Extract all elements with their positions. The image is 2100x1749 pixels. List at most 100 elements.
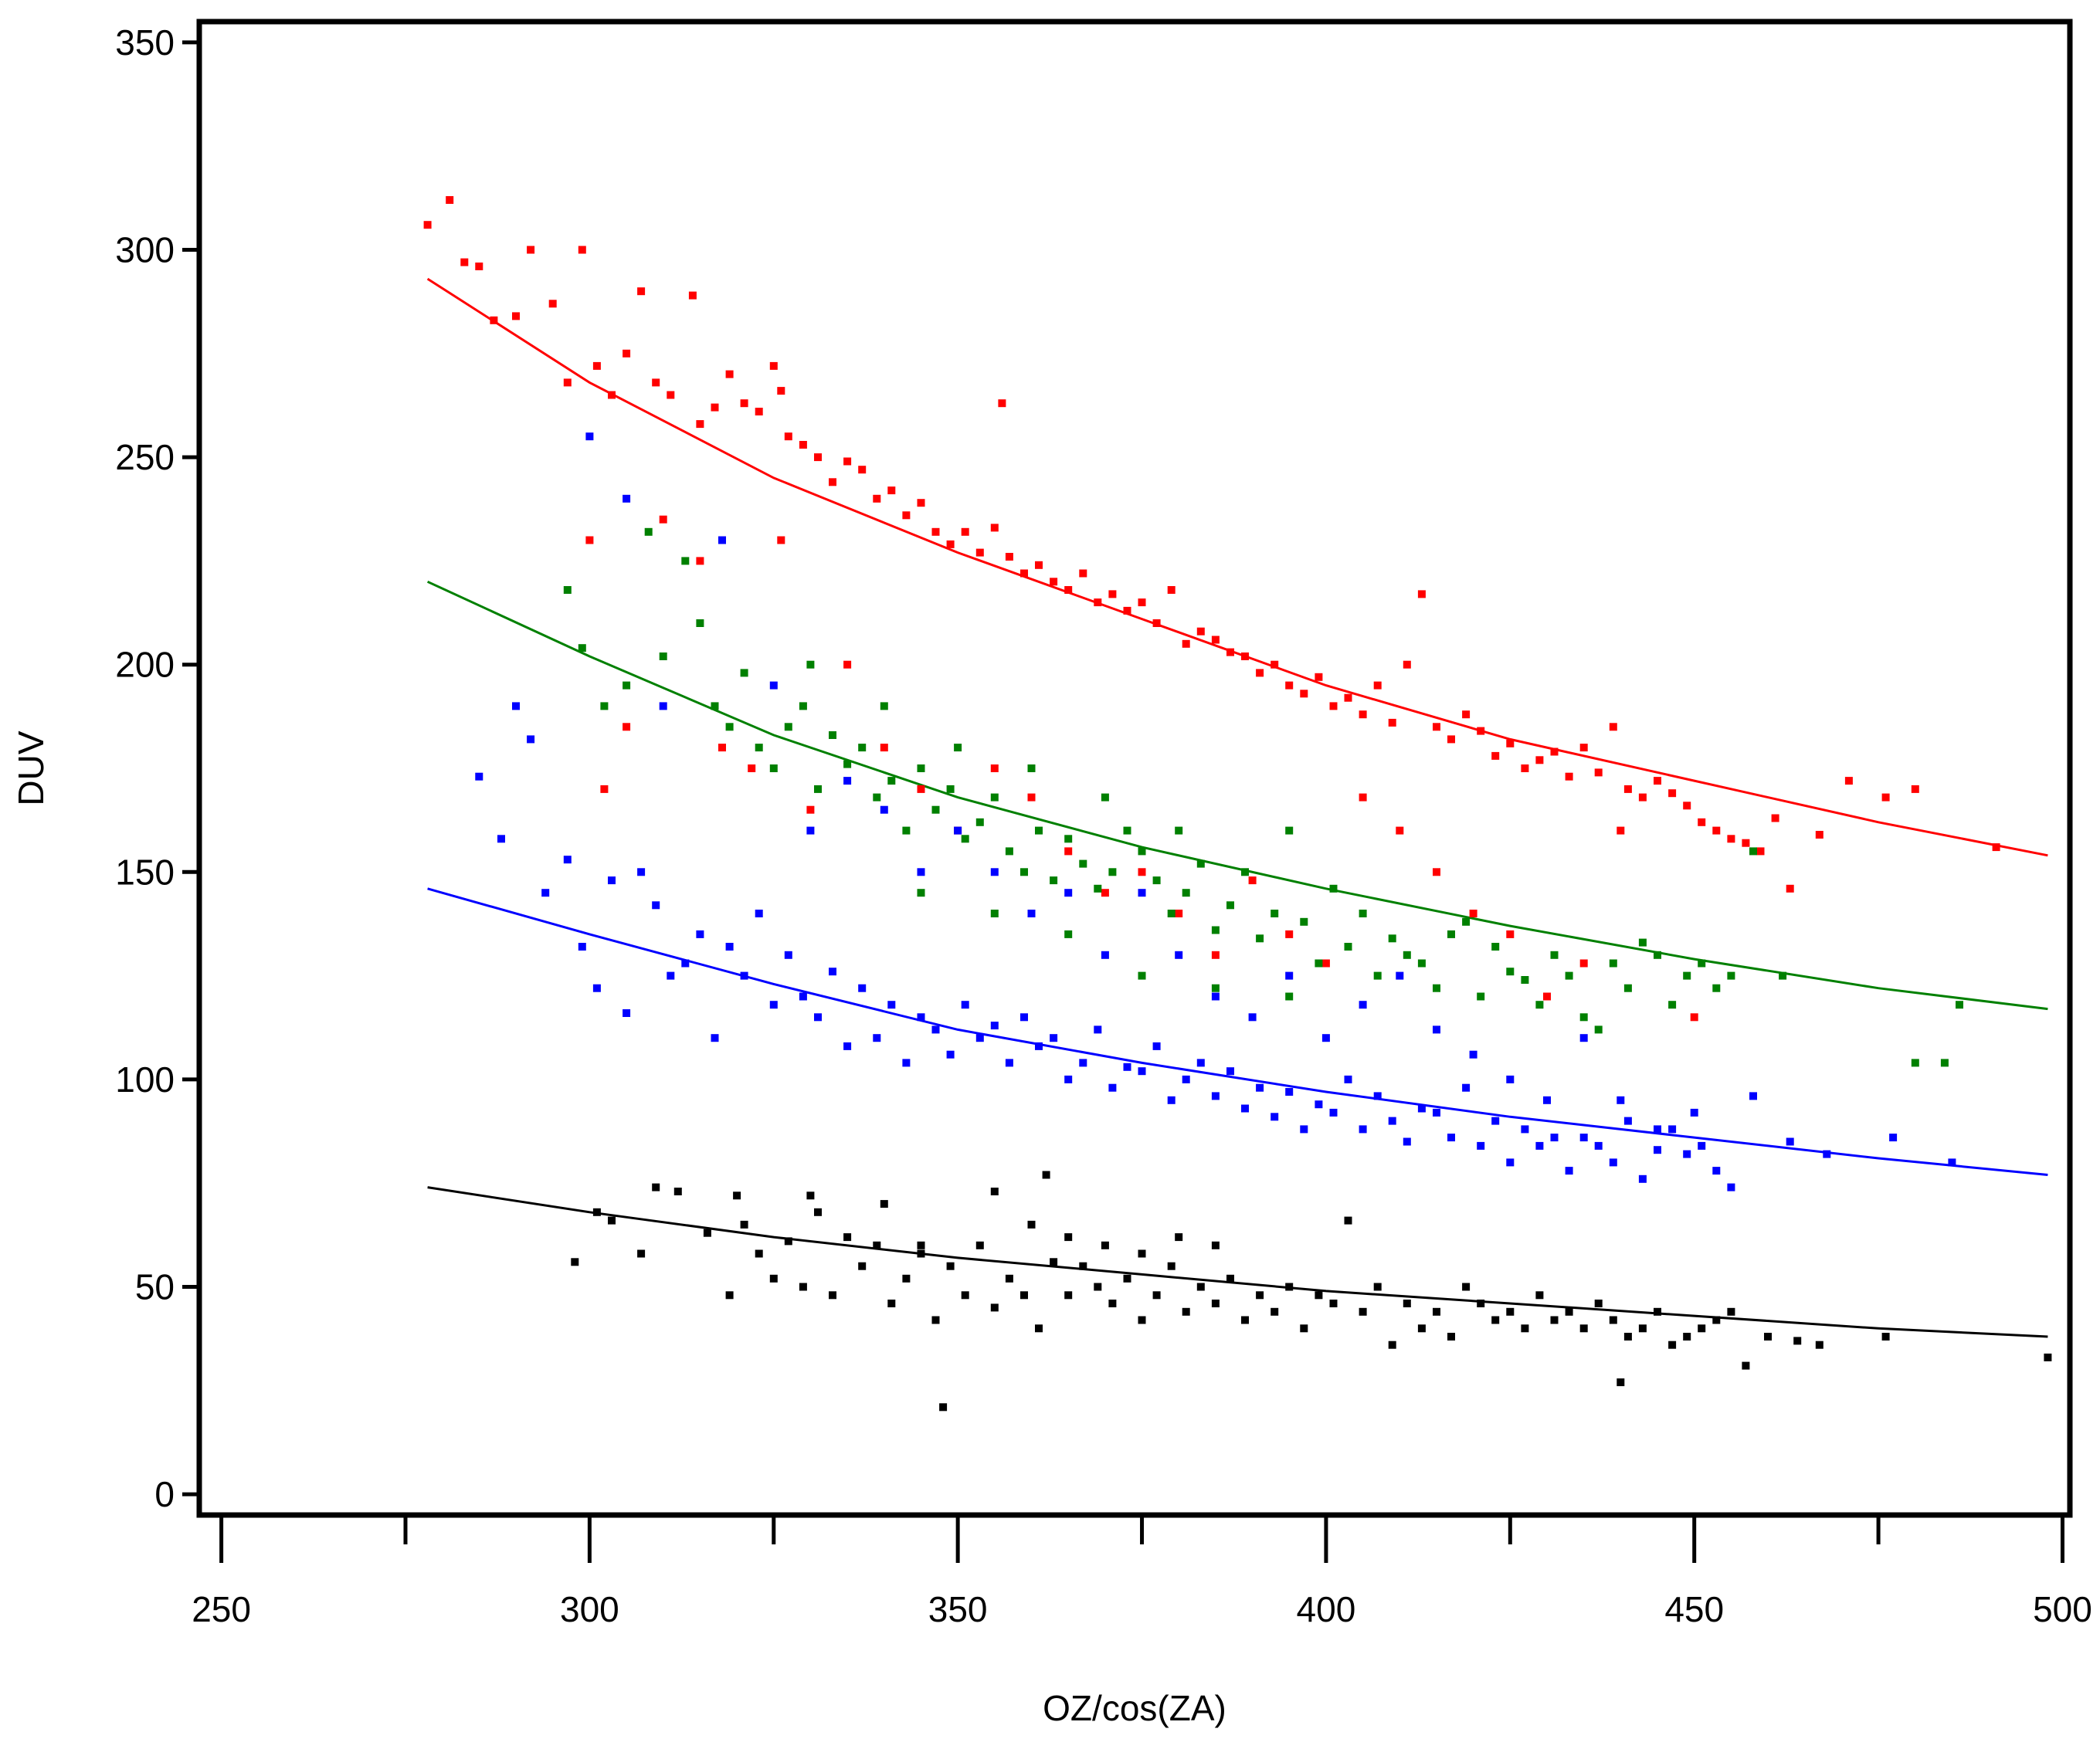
data-point-2 bbox=[1182, 1075, 1190, 1083]
data-point-2 bbox=[1256, 1083, 1264, 1092]
data-point-0 bbox=[1359, 793, 1367, 802]
data-point-3 bbox=[814, 1208, 822, 1216]
data-point-2 bbox=[1609, 1158, 1617, 1167]
data-point-1 bbox=[1050, 876, 1058, 885]
data-point-2 bbox=[696, 930, 704, 938]
data-point-2 bbox=[946, 1050, 955, 1059]
data-point-3 bbox=[784, 1237, 792, 1246]
data-point-3 bbox=[1535, 1291, 1544, 1300]
data-point-1 bbox=[1447, 930, 1455, 938]
data-point-1 bbox=[1359, 910, 1367, 917]
data-point-3 bbox=[1609, 1316, 1617, 1324]
data-point-2 bbox=[990, 868, 999, 876]
data-point-2 bbox=[1506, 1158, 1515, 1167]
data-point-0 bbox=[1226, 648, 1234, 656]
data-point-1 bbox=[1779, 971, 1787, 980]
data-point-0 bbox=[748, 764, 756, 772]
data-point-0 bbox=[475, 263, 483, 270]
data-point-2 bbox=[667, 971, 675, 980]
data-point-3 bbox=[1373, 1283, 1382, 1291]
data-point-2 bbox=[1543, 1096, 1551, 1104]
data-point-2 bbox=[873, 1034, 881, 1042]
data-point-3 bbox=[887, 1300, 896, 1307]
data-point-2 bbox=[1175, 951, 1183, 959]
data-point-3 bbox=[1359, 1307, 1367, 1316]
data-point-3 bbox=[1300, 1324, 1308, 1333]
data-point-2 bbox=[1469, 1050, 1477, 1059]
data-point-2 bbox=[1344, 1075, 1352, 1083]
data-point-3 bbox=[1727, 1307, 1735, 1316]
data-point-2 bbox=[1823, 1150, 1831, 1158]
axes: 0 50 100 150 200 250 300 350 250 300 350 400 450 500 bbox=[115, 22, 2092, 1629]
data-point-1 bbox=[1609, 959, 1617, 968]
data-point-0 bbox=[725, 370, 734, 378]
data-point-3 bbox=[843, 1233, 852, 1242]
data-point-0 bbox=[799, 441, 807, 449]
y-tick-label: 50 bbox=[135, 1267, 175, 1307]
data-point-3 bbox=[873, 1241, 881, 1249]
data-point-2 bbox=[843, 777, 852, 785]
data-point-1 bbox=[1462, 917, 1471, 926]
data-point-3 bbox=[1668, 1341, 1677, 1349]
data-point-3 bbox=[1064, 1233, 1073, 1242]
data-point-2 bbox=[1579, 1034, 1588, 1042]
data-point-0 bbox=[1506, 930, 1515, 938]
data-point-1 bbox=[1094, 884, 1102, 893]
data-point-2 bbox=[931, 1025, 940, 1034]
data-point-0 bbox=[1447, 735, 1455, 744]
data-point-0 bbox=[1064, 586, 1073, 594]
data-point-0 bbox=[512, 312, 520, 320]
data-point-2 bbox=[769, 681, 778, 690]
data-point-1 bbox=[1712, 984, 1721, 992]
data-point-2 bbox=[1196, 1059, 1205, 1067]
data-point-0 bbox=[1756, 847, 1765, 856]
data-point-3 bbox=[1064, 1291, 1073, 1300]
data-point-3 bbox=[946, 1262, 955, 1270]
data-point-0 bbox=[696, 557, 704, 565]
data-point-2 bbox=[1315, 1100, 1323, 1109]
data-point-1 bbox=[946, 785, 955, 793]
data-point-1 bbox=[600, 702, 609, 710]
data-point-2 bbox=[1477, 1141, 1485, 1150]
data-point-0 bbox=[873, 494, 881, 503]
data-point-0 bbox=[1027, 793, 1036, 802]
data-point-0 bbox=[1654, 777, 1661, 785]
data-point-2 bbox=[1462, 1083, 1471, 1092]
data-point-0 bbox=[1417, 590, 1426, 598]
data-point-1 bbox=[725, 723, 734, 731]
data-point-1 bbox=[1344, 943, 1352, 951]
data-point-1 bbox=[1911, 1059, 1919, 1067]
data-point-1 bbox=[887, 777, 896, 785]
data-point-2 bbox=[1138, 889, 1146, 897]
data-point-2 bbox=[1300, 1125, 1308, 1134]
data-point-2 bbox=[1654, 1125, 1661, 1134]
data-point-3 bbox=[755, 1249, 763, 1258]
data-point-0 bbox=[1271, 660, 1279, 669]
data-point-1 bbox=[681, 557, 690, 565]
data-point-0 bbox=[1668, 789, 1677, 798]
fit-line-0 bbox=[426, 277, 2048, 857]
x-tick-label: 450 bbox=[1664, 1589, 1724, 1629]
data-point-3 bbox=[1211, 1300, 1220, 1307]
y-tick-label: 350 bbox=[115, 22, 175, 63]
data-point-1 bbox=[1956, 1001, 1963, 1009]
data-point-1 bbox=[1064, 835, 1073, 843]
data-point-0 bbox=[1815, 831, 1824, 839]
data-point-2 bbox=[1579, 1134, 1588, 1142]
data-point-0 bbox=[1035, 561, 1043, 569]
data-point-2 bbox=[1167, 1096, 1176, 1104]
data-point-2 bbox=[1565, 1167, 1573, 1175]
data-point-0 bbox=[1433, 868, 1440, 876]
data-point-1 bbox=[1668, 1001, 1677, 1009]
data-point-0 bbox=[1094, 598, 1102, 607]
data-point-0 bbox=[1138, 868, 1146, 876]
data-point-1 bbox=[1064, 930, 1073, 938]
data-point-0 bbox=[659, 515, 667, 524]
plot-border bbox=[196, 19, 2073, 1518]
y-axis-title: DUV bbox=[11, 730, 51, 805]
data-point-3 bbox=[1315, 1291, 1323, 1300]
data-point-0 bbox=[1211, 636, 1220, 644]
data-point-3 bbox=[806, 1191, 815, 1200]
data-point-1 bbox=[1315, 959, 1323, 968]
data-point-0 bbox=[600, 785, 609, 793]
